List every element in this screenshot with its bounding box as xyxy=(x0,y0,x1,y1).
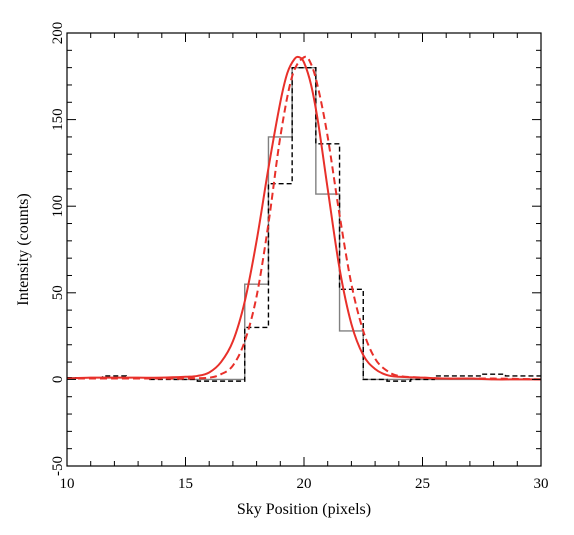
x-tick-label: 30 xyxy=(534,476,549,492)
y-axis-label: Intensity (counts) xyxy=(15,193,32,305)
y-tick-label: 200 xyxy=(50,22,66,45)
series-3-line xyxy=(66,55,542,381)
ticks-layer: 10 15 20 25 30 -50 0 50 100 150 200 xyxy=(50,22,549,492)
series-layer xyxy=(66,55,542,382)
series-2-line xyxy=(66,55,541,381)
plot-frame xyxy=(66,32,542,467)
x-tick-label: 25 xyxy=(415,476,430,492)
series-0-line xyxy=(67,66,541,381)
y-tick-label: -50 xyxy=(50,456,66,476)
x-axis-label: Sky Position (pixels) xyxy=(237,501,371,518)
x-tick-label: 10 xyxy=(60,476,75,492)
y-tick-label: 0 xyxy=(50,376,66,384)
y-tick-label: 50 xyxy=(50,285,66,300)
y-tick-label: 100 xyxy=(50,195,66,218)
y-tick-label: 150 xyxy=(50,108,66,131)
x-tick-label: 20 xyxy=(297,476,312,492)
series-1-line xyxy=(67,66,541,382)
x-tick-label: 15 xyxy=(178,476,193,492)
